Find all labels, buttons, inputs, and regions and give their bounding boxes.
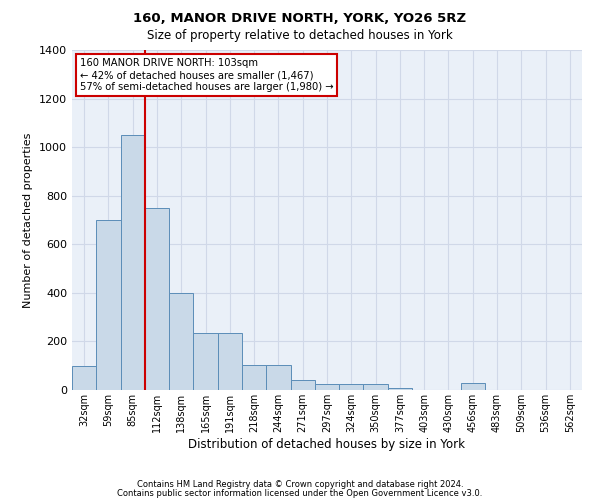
Bar: [388, 388, 412, 390]
Text: 160 MANOR DRIVE NORTH: 103sqm
← 42% of detached houses are smaller (1,467)
57% o: 160 MANOR DRIVE NORTH: 103sqm ← 42% of d…: [80, 58, 333, 92]
Bar: [315, 384, 339, 390]
X-axis label: Distribution of detached houses by size in York: Distribution of detached houses by size …: [188, 438, 466, 450]
Bar: [96, 220, 121, 390]
Text: Contains HM Land Registry data © Crown copyright and database right 2024.: Contains HM Land Registry data © Crown c…: [137, 480, 463, 489]
Bar: [339, 384, 364, 390]
Text: 160, MANOR DRIVE NORTH, YORK, YO26 5RZ: 160, MANOR DRIVE NORTH, YORK, YO26 5RZ: [133, 12, 467, 26]
Bar: [169, 293, 193, 390]
Bar: [121, 135, 145, 390]
Text: Contains public sector information licensed under the Open Government Licence v3: Contains public sector information licen…: [118, 488, 482, 498]
Bar: [461, 382, 485, 390]
Bar: [290, 380, 315, 390]
Y-axis label: Number of detached properties: Number of detached properties: [23, 132, 34, 308]
Bar: [364, 384, 388, 390]
Text: Size of property relative to detached houses in York: Size of property relative to detached ho…: [147, 29, 453, 42]
Bar: [145, 208, 169, 390]
Bar: [266, 364, 290, 390]
Bar: [72, 366, 96, 390]
Bar: [193, 333, 218, 390]
Bar: [218, 333, 242, 390]
Bar: [242, 364, 266, 390]
